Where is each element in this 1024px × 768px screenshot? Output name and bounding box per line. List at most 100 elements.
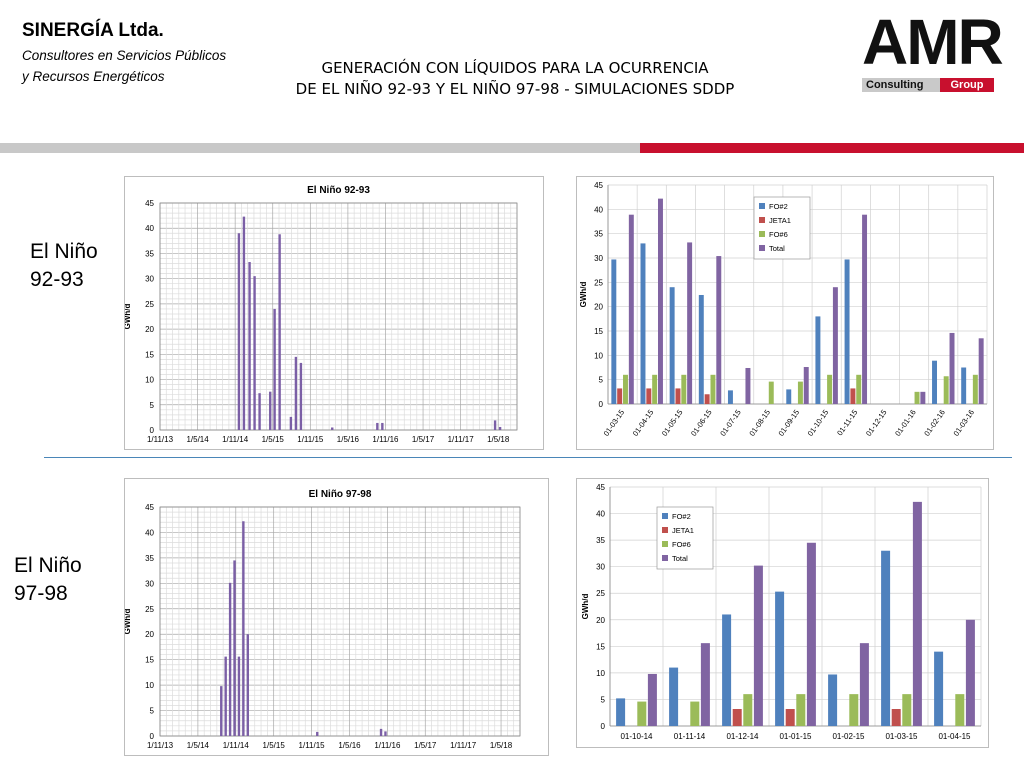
legend-swatch xyxy=(759,231,765,237)
bar xyxy=(248,262,251,430)
y-tick-label: 40 xyxy=(594,205,603,214)
bar-fo2 xyxy=(616,698,626,726)
y-axis-label: GWh/d xyxy=(125,304,132,330)
x-tick-label: 1/11/13 xyxy=(147,435,174,444)
bar-total xyxy=(832,287,838,404)
y-tick-label: 10 xyxy=(594,351,603,360)
bar-fo6 xyxy=(652,374,658,404)
bar-fo6 xyxy=(743,694,753,726)
x-tick-label: 1/5/14 xyxy=(186,435,209,444)
bar-fo2 xyxy=(934,651,944,726)
bar xyxy=(316,731,319,736)
bar-fo6 xyxy=(796,694,806,726)
legend-label: FO#2 xyxy=(672,512,691,521)
bar-fo2 xyxy=(828,674,838,726)
bar-fo2 xyxy=(698,294,704,404)
bar-total xyxy=(806,542,816,726)
x-tick-label: 1/5/16 xyxy=(338,741,361,750)
y-tick-label: 20 xyxy=(594,303,603,312)
bar xyxy=(237,233,241,430)
bar-jeta1 xyxy=(732,709,742,726)
amr-logo: AMR Consulting Group xyxy=(862,10,1012,96)
x-tick-label: 01-01-16 xyxy=(893,408,918,438)
y-tick-label: 20 xyxy=(145,325,154,334)
x-tick-label: 01-02-15 xyxy=(832,732,865,741)
x-tick-label: 01-11-15 xyxy=(835,408,859,437)
y-tick-label: 25 xyxy=(594,278,603,287)
chart-panel-nino-92-93-fuels: 0 5 10 15 20 25 30 35 40 45 01-03-15 01-04-15 01-05-… xyxy=(576,176,994,450)
slide-title-line1: GENERACIÓN CON LÍQUIDOS PARA LA OCURRENC… xyxy=(321,59,709,77)
y-tick-label: 15 xyxy=(145,350,154,359)
bar-fo6 xyxy=(690,701,700,726)
y-tick-label: 45 xyxy=(594,181,603,190)
legend-label: Total xyxy=(769,244,785,253)
legend-swatch xyxy=(662,541,668,547)
y-tick-label: 40 xyxy=(596,510,605,519)
y-tick-label: 25 xyxy=(596,589,605,598)
y-tick-label: 10 xyxy=(145,681,154,690)
y-tick-label: 35 xyxy=(594,230,603,239)
x-tick-label: 1/11/16 xyxy=(372,435,399,444)
bar-total xyxy=(700,643,710,726)
bar-fo2 xyxy=(815,316,821,404)
bar-total xyxy=(965,619,975,726)
y-tick-label: 5 xyxy=(150,401,155,410)
y-tick-label: 5 xyxy=(599,376,604,385)
y-tick-label: 5 xyxy=(601,695,606,704)
section-label-nino-92-93: El Niño 92-93 xyxy=(30,238,98,294)
bar-jeta1 xyxy=(850,388,856,404)
chart-title: El Niño 97-98 xyxy=(309,489,372,500)
bar-jeta1 xyxy=(675,388,681,404)
bar-fo2 xyxy=(881,550,891,726)
bar-total xyxy=(716,256,722,404)
bar xyxy=(242,216,246,430)
legend-swatch xyxy=(662,513,668,519)
bar xyxy=(294,356,298,430)
bar-total xyxy=(912,501,922,726)
x-tick-label: 1/11/15 xyxy=(297,435,324,444)
chart-panel-nino-97-98-timeline: El Niño 97-98 0 5 10 15 20 25 30 35 40 45 1/11/13 1/… xyxy=(124,478,549,756)
bar xyxy=(258,393,261,430)
x-tick-label: 01-05-15 xyxy=(660,408,685,438)
company-tagline-line2: y Recursos Energéticos xyxy=(22,69,165,84)
bar-fo2 xyxy=(669,667,679,726)
bar xyxy=(493,420,497,430)
bar xyxy=(379,728,383,736)
bar-fo6 xyxy=(943,376,949,404)
legend-swatch xyxy=(759,245,765,251)
y-tick-label: 20 xyxy=(145,630,154,639)
bar xyxy=(278,234,281,430)
section-separator xyxy=(44,457,1012,458)
bar-total xyxy=(978,338,984,404)
y-tick-label: 10 xyxy=(145,376,154,385)
bar-jeta1 xyxy=(617,388,623,404)
bar-fo2 xyxy=(611,259,617,404)
x-tick-label: 1/11/17 xyxy=(448,435,475,444)
x-tick-label: 1/5/17 xyxy=(412,435,435,444)
bar xyxy=(237,656,241,736)
x-tick-label: 1/5/18 xyxy=(487,435,510,444)
y-axis-label: GWh/d xyxy=(125,609,132,635)
bar-total xyxy=(949,332,955,404)
y-tick-label: 0 xyxy=(150,426,155,435)
y-tick-label: 15 xyxy=(596,642,605,651)
bar-total xyxy=(920,391,926,404)
bar-fo2 xyxy=(727,390,733,404)
x-tick-label: 1/11/16 xyxy=(374,741,401,750)
y-tick-label: 45 xyxy=(145,199,154,208)
x-tick-label: 01-03-15 xyxy=(885,732,918,741)
x-tick-label: 1/5/18 xyxy=(490,741,513,750)
bar-fo2 xyxy=(932,360,938,404)
bar-total xyxy=(862,214,868,404)
bar xyxy=(498,426,502,430)
bar-total xyxy=(745,367,751,404)
bar xyxy=(233,560,236,736)
slide-title: GENERACIÓN CON LÍQUIDOS PARA LA OCURRENC… xyxy=(210,58,820,100)
chart-nino-92-93-fuels: 0 5 10 15 20 25 30 35 40 45 01-03-15 01-04-15 01-05-… xyxy=(579,181,988,438)
y-tick-label: 45 xyxy=(145,503,154,512)
header-band-red xyxy=(640,143,1024,153)
bar xyxy=(242,521,245,736)
chart-nino-92-93-timeline: El Niño 92-93 0 5 10 15 20 25 30 35 40 45 1/11/13 1/… xyxy=(125,185,518,444)
y-axis-label: GWh/d xyxy=(581,594,590,620)
bar-fo6 xyxy=(955,694,965,726)
